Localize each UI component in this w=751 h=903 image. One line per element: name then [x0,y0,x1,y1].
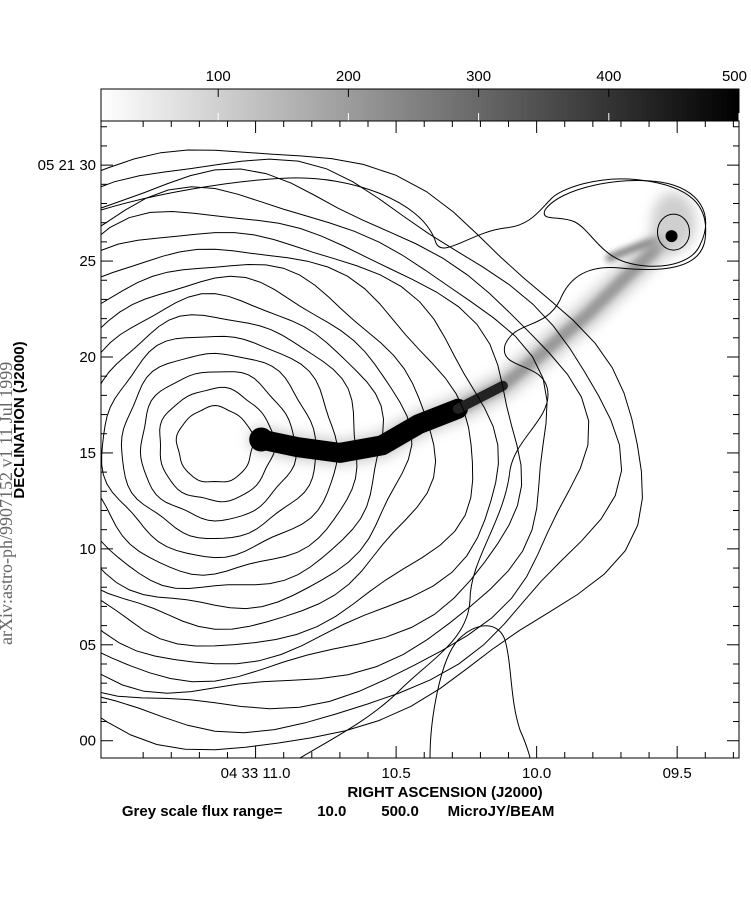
radio-core [249,427,274,452]
contour-extended-outer [101,177,707,758]
contour-level [159,386,277,503]
x-tick-label: 04 33 11.0 [221,765,291,782]
colorbar-tick-label: 500 [722,68,747,85]
contour-level [101,149,643,751]
y-tick-label: 05 21 30 [38,157,96,174]
greyscale-emission [248,192,696,466]
hotspot-lobe [651,192,696,253]
caption-min: 10.0 [317,803,346,820]
jet-bright-inner [251,398,468,463]
x-tick-label: 10.0 [522,765,551,782]
contour-hotspot [657,213,691,251]
hotspot [665,230,678,243]
contour-lines [101,149,707,758]
y-tick-label: 05 [79,637,96,654]
colorbar-tick-label: 100 [206,68,231,85]
colorbar-tick-label: 200 [336,68,361,85]
contour-level [139,371,297,522]
axis-tick-labels: 04 33 11.0 10.5 10.0 09.5 05 21 30 25 20 15 10 05… [38,157,692,782]
plot-area: 04 33 11.0 10.5 10.0 09.5 05 21 30 25 20 15 10 05… [38,120,740,782]
y-tick-label: 10 [79,541,96,558]
caption-unit: MicroJY/BEAM [448,803,555,820]
caption-max: 500.0 [381,803,419,820]
greyscale-caption: Grey scale flux range= 10.0 500.0 MicroJ… [101,803,567,820]
colorbar: 100 200 300 400 500 [100,68,747,122]
axis-ticks [101,121,739,758]
contour-southern-lobe [429,625,531,758]
colorbar-tick-label: 400 [596,68,621,85]
contour-level [120,352,317,539]
contour-level [101,335,339,559]
x-tick-label: 10.5 [382,765,411,782]
contour-level [101,248,474,647]
x-tick-label: 09.5 [663,765,692,782]
y-tick-label: 00 [79,733,96,750]
colorbar-ticks: 100 200 300 400 500 [206,68,747,121]
caption-label: Grey scale flux range= [122,803,283,820]
contour-level [101,275,413,610]
contour-level [101,232,499,665]
contour-level [101,158,623,734]
contour-level [101,168,590,710]
x-axis-title: RIGHT ASCENSION (J2000) [347,784,542,801]
contour-level [175,404,255,483]
contour-level [101,210,523,683]
jet-knot [452,380,508,414]
y-tick-label: 25 [79,253,96,270]
y-tick-label: 20 [79,349,96,366]
plot-frame [100,120,740,759]
colorbar-gradient [100,88,740,122]
y-axis-title: DECLINATION (J2000) [11,341,28,498]
arxiv-side-stamp: arXiv:astro-ph/9907152 v1 11 Jul 1999 [0,362,16,645]
y-tick-label: 15 [79,445,96,462]
contour-hotspot-lobe [543,179,707,267]
contour-level [101,263,437,630]
contour-level [101,293,385,590]
contour-level [101,186,548,694]
contour-level [101,314,358,576]
colorbar-tick-label: 300 [466,68,491,85]
